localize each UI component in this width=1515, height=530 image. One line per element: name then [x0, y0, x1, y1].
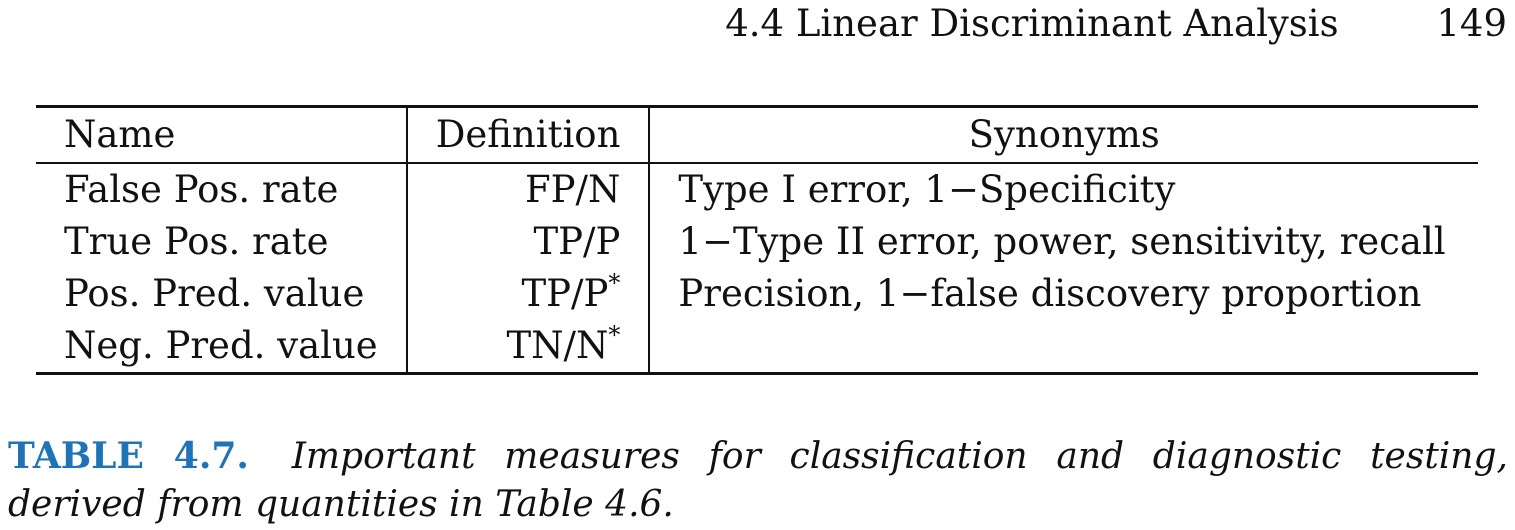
- row-definition: TP/P*: [406, 268, 651, 320]
- table-row: Pos. Pred. value TP/P* Precision, 1−fals…: [36, 268, 1478, 320]
- row-definition: TN/N*: [406, 320, 651, 374]
- row-synonyms: 1−Type II error, power, sensitivity, rec…: [678, 220, 1446, 263]
- definition-formula: TP/P: [533, 220, 621, 263]
- table-body: False Pos. rate FP/N Type I error, 1−Spe…: [36, 163, 1478, 374]
- column-header-name: Name: [36, 106, 408, 164]
- column-header-definition: Definition: [406, 106, 651, 164]
- table-row: True Pos. rate TP/P 1−Type II error, pow…: [36, 216, 1478, 268]
- measures-table: Name Definition Synonyms False Pos. rate…: [36, 105, 1478, 375]
- row-definition: TP/P: [406, 216, 651, 268]
- definition-star: *: [608, 321, 621, 349]
- row-synonyms: Type I error, 1−Specificity: [678, 168, 1176, 211]
- caption-text: Important measures for classification an…: [8, 436, 1508, 525]
- row-synonyms: Precision, 1−false discovery proportion: [678, 272, 1422, 315]
- column-header-synonyms: Synonyms: [649, 106, 1478, 164]
- page-number: 149: [1436, 2, 1507, 45]
- row-definition: FP/N: [406, 163, 651, 216]
- row-name: False Pos. rate: [36, 163, 408, 216]
- table-row: Neg. Pred. value TN/N*: [36, 320, 1478, 374]
- row-name: Pos. Pred. value: [36, 268, 408, 320]
- definition-formula: FP/N: [524, 168, 621, 211]
- running-header: 4.4 Linear Discriminant Analysis 149: [725, 2, 1507, 46]
- section-title: 4.4 Linear Discriminant Analysis: [725, 2, 1339, 45]
- table-header-row: Name Definition Synonyms: [36, 106, 1478, 164]
- table-caption: TABLE 4.7. Important measures for classi…: [8, 432, 1508, 529]
- definition-formula: TP/P: [521, 272, 609, 315]
- definition-star: *: [608, 269, 621, 297]
- row-name: Neg. Pred. value: [36, 320, 408, 374]
- definition-formula: TN/N: [506, 324, 609, 367]
- table-header: Name Definition Synonyms: [36, 106, 1478, 164]
- caption-label: TABLE 4.7.: [8, 435, 249, 477]
- table-row: False Pos. rate FP/N Type I error, 1−Spe…: [36, 163, 1478, 216]
- row-synonyms: [649, 320, 1478, 374]
- row-name: True Pos. rate: [36, 216, 408, 268]
